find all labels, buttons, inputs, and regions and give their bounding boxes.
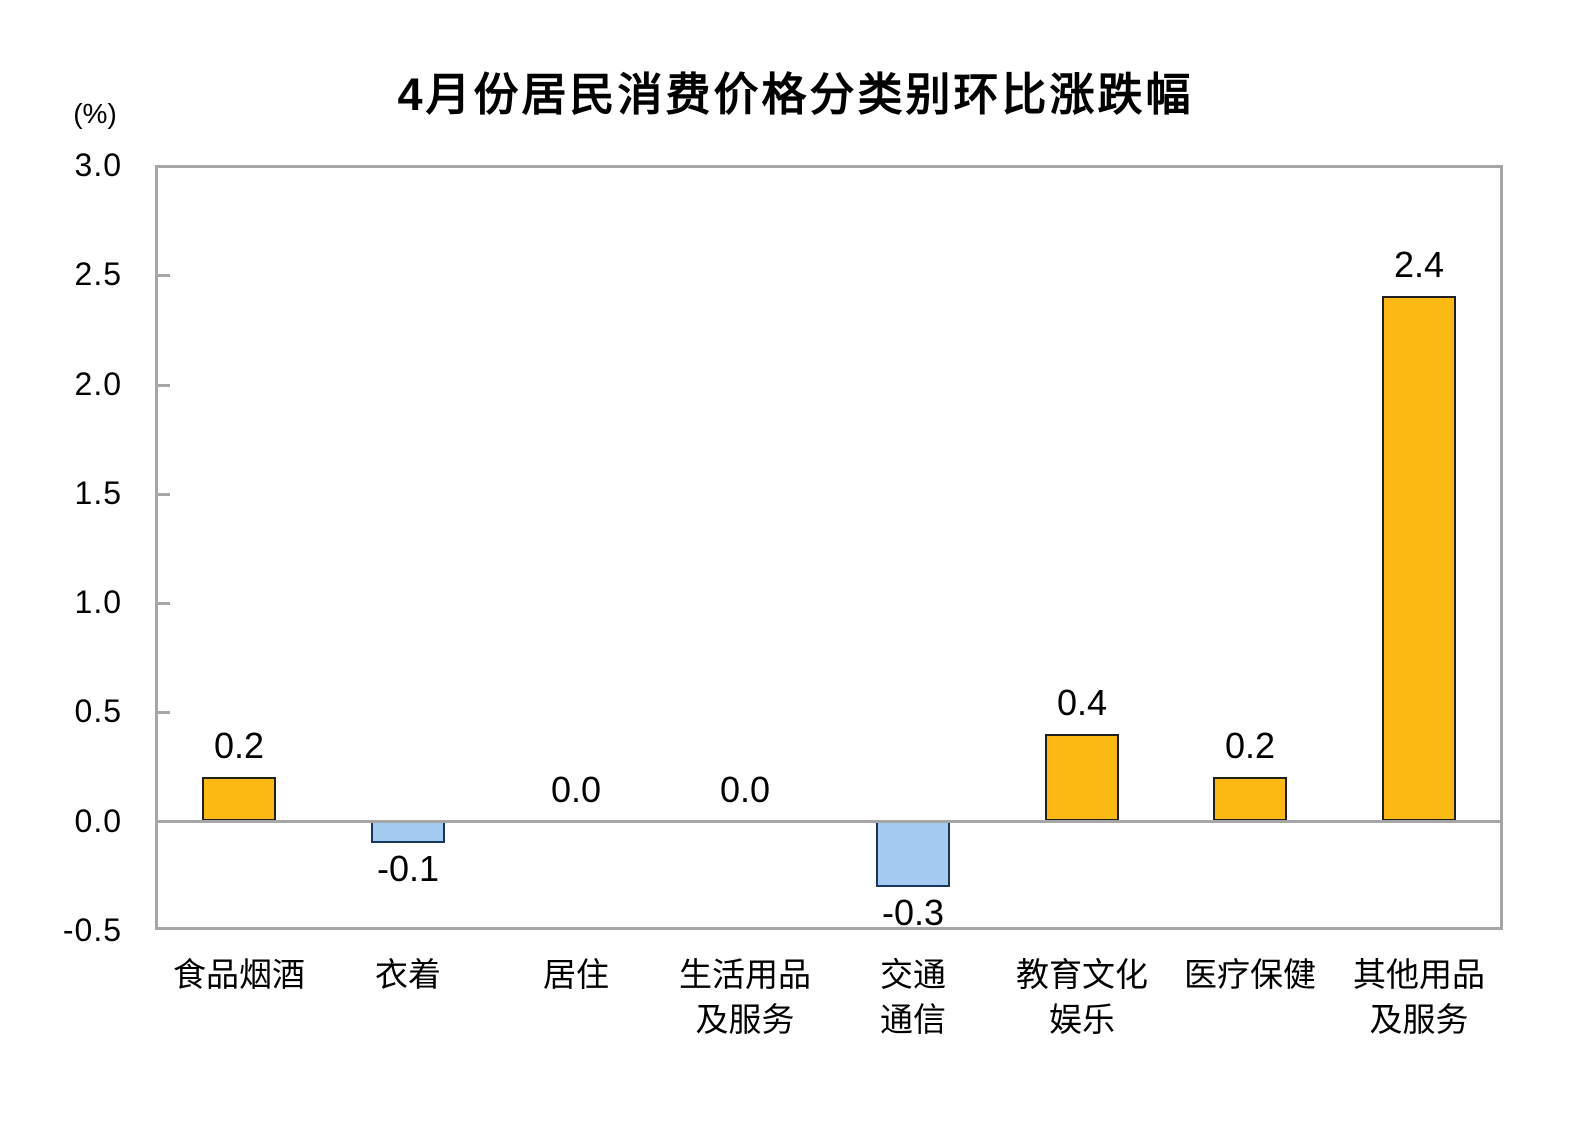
bar-教育文化娱乐 (1045, 734, 1119, 821)
bar-交通通信 (876, 821, 950, 887)
y-axis-tick-label: 2.5 (74, 256, 122, 293)
y-axis-tick-mark (158, 384, 170, 387)
y-axis-unit-label: (%) (73, 98, 117, 129)
y-axis-tick-mark (158, 274, 170, 277)
bar-衣着 (371, 821, 445, 843)
bar-value-label: 0.2 (213, 725, 265, 766)
category-label-医疗保健: 医疗保健 (1184, 956, 1316, 993)
category-label-居住: 居住 (543, 956, 609, 993)
category-label-衣着: 衣着 (375, 956, 441, 993)
bar-value-label: 0.2 (1224, 725, 1276, 766)
bar-食品烟酒 (202, 777, 276, 821)
zero-axis-line (158, 820, 1500, 823)
y-axis-tick-label: 2.0 (74, 365, 122, 402)
chart-title: 4月份居民消费价格分类别环比涨跌幅 (397, 69, 1194, 120)
bar-value-label: 2.4 (1393, 244, 1445, 285)
y-axis-tick-label: 3.0 (74, 147, 122, 183)
bar-其他用品及服务 (1382, 296, 1456, 821)
y-axis-tick-mark (158, 493, 170, 496)
bar-value-label: 0.0 (550, 769, 602, 810)
category-label-教育文化娱乐: 教育文化 娱乐 (1016, 956, 1148, 1038)
category-label-生活用品及服务: 生活用品 及服务 (679, 956, 811, 1038)
bar-value-label: 0.0 (719, 769, 771, 810)
bar-value-label: -0.3 (881, 892, 945, 933)
y-axis-tick-mark (158, 602, 170, 605)
y-axis-tick-label: 0.0 (74, 802, 122, 839)
y-axis-tick-mark (158, 711, 170, 714)
y-axis-tick-label: 0.5 (74, 693, 122, 730)
bar-value-label: -0.1 (376, 848, 440, 889)
bar-医疗保健 (1213, 777, 1287, 821)
category-label-交通通信: 交通 通信 (880, 956, 946, 1038)
y-axis-tick-label: -0.5 (62, 912, 122, 948)
y-axis-tick-label: 1.0 (74, 584, 122, 621)
plot-area (155, 165, 1503, 930)
y-axis-tick-label: 1.5 (74, 474, 122, 511)
bar-value-label: 0.4 (1056, 682, 1108, 723)
category-label-食品烟酒: 食品烟酒 (173, 956, 305, 993)
category-label-其他用品及服务: 其他用品 及服务 (1353, 956, 1485, 1038)
